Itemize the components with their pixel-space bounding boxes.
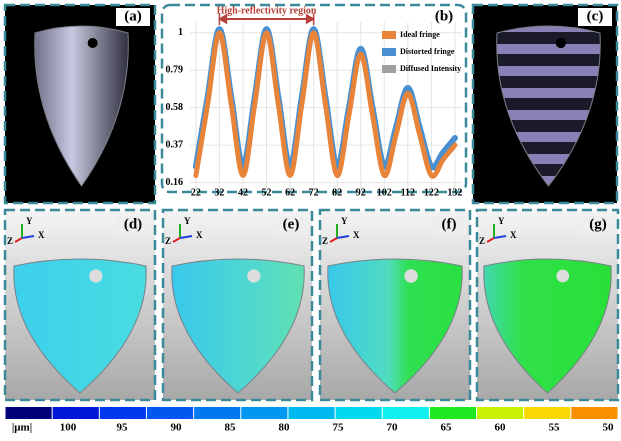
part-shape [171,258,305,394]
series-line [193,30,458,179]
panel-label: (b) [435,8,453,24]
colorbar-tick-label: 80 [279,422,291,434]
colorbar-tick-label: 85 [225,422,237,434]
colorbar-segment [99,407,146,419]
colorbar-segment [382,407,429,419]
legend-swatch [382,65,396,73]
colorbar-unit: |μm| [12,422,32,434]
panel-label-bg [116,8,150,26]
colorbar-segment [241,407,288,419]
panel-label-bg [432,216,466,234]
y-tick-label: 0.16 [166,177,184,188]
colorbar-segment [524,407,571,419]
colorbar-segment [571,407,618,419]
colorbar-tick-label: 100 [60,422,77,434]
legend-label: Diffused Intensity [400,64,461,73]
x-tick-label: 52 [262,187,272,198]
colorbar-segment [5,407,52,419]
axis-icon-label: Z [7,236,13,246]
x-tick-label: 82 [332,187,342,198]
panel-label-bg [427,8,461,26]
axis-icon [179,235,193,239]
part-hole [556,269,570,283]
axis-icon [486,237,495,243]
axis-icon-label: X [196,230,203,240]
legend-label: Distorted fringe [400,47,455,56]
axis-icon-label: Y [184,216,191,226]
x-tick-label: 72 [309,187,319,198]
panel-label: (e) [283,216,300,232]
panel-label: (g) [589,216,607,232]
panel-label: (f) [442,216,457,232]
part-shape [34,25,129,187]
colorbar-segment [477,407,524,419]
part-shape [327,258,463,394]
panel-label-bg [274,216,308,234]
panel-label-bg [116,216,150,234]
x-tick-label: 132 [447,187,462,198]
part-hole [87,38,98,48]
part-shape [496,25,601,187]
axis-icon-label: Y [341,216,348,226]
axis-icon-label: X [353,230,360,240]
legend-swatch [382,48,396,56]
axis-icon [329,237,338,243]
x-tick-label: 22 [191,187,201,198]
colorbar-segment [429,407,477,419]
axis-icon-label: X [510,230,517,240]
x-tick-label: 92 [356,187,366,198]
x-tick-label: 42 [238,187,248,198]
y-tick-label: 0.58 [166,102,184,113]
colorbar-segment [288,407,335,419]
colorbar-tick-label: 95 [117,422,129,434]
x-tick-label: 32 [214,187,224,198]
legend-swatch [382,31,396,39]
axis-icon-label: Z [479,236,485,246]
y-tick-label: 0.79 [166,64,184,75]
axis-icon [172,237,181,243]
colorbar-tick-label: 50 [603,422,615,434]
part-hole [247,269,261,283]
annotation-arrowhead [217,13,316,25]
colorbar-tick-label: 60 [495,422,507,434]
x-tick-label: 112 [401,187,415,198]
legend-label: Ideal fringe [400,30,440,39]
axis-icon-label: Y [26,216,33,226]
part-shape [13,258,147,394]
axis-icon-label: Z [165,236,171,246]
colorbar-tick-label: 90 [171,422,183,434]
part-hole [404,269,418,283]
axis-icon [493,235,507,239]
y-tick-label: 1 [178,27,183,38]
panel-label: (c) [587,8,604,24]
colorbar-tick-label: 55 [549,422,561,434]
colorbar-tick-label: 75 [333,422,345,434]
annotation: High-reflectivity region [217,5,317,16]
part-hole [555,37,567,49]
axis-icon [336,235,350,239]
part-shape [483,258,612,394]
axis-icon [21,235,35,239]
colorbar-segment [146,407,194,419]
x-tick-label: 122 [424,187,439,198]
colorbar-segment [52,407,99,419]
x-tick-label: 102 [377,187,392,198]
axis-icon-label: Y [498,216,505,226]
panel-label-bg [578,8,612,26]
axis-icon-label: Z [322,236,328,246]
x-tick-label: 62 [285,187,295,198]
colorbar-segment [194,407,241,419]
panel-label: (d) [124,216,142,232]
colorbar-tick-label: 65 [441,422,453,434]
colorbar-tick-label: 70 [387,422,399,434]
axis-icon-label: X [38,230,45,240]
y-tick-label: 0.37 [166,139,184,150]
axis-icon [14,237,23,243]
colorbar-segment [335,407,382,419]
part-hole [89,269,103,283]
panel-label: (a) [124,8,142,24]
panel-label-bg [581,216,615,234]
